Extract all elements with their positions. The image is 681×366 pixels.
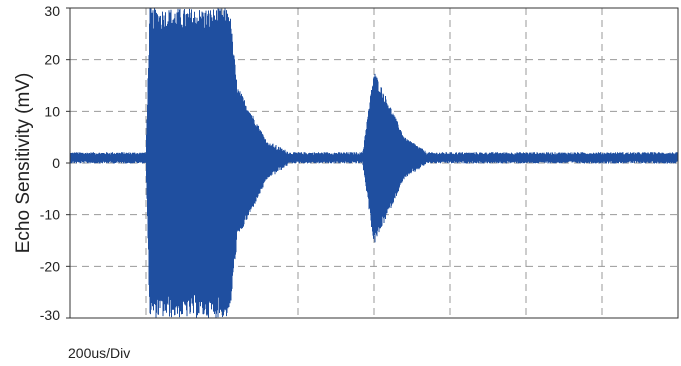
y-axis-label: Echo Sensitivity (mV) xyxy=(13,73,34,254)
time-scale-label: 200us/Div xyxy=(68,345,130,361)
y-tick-label: 20 xyxy=(44,52,60,68)
y-tick-label: -10 xyxy=(40,207,60,223)
y-tick-label: -20 xyxy=(40,258,60,274)
echo-trace xyxy=(70,8,678,318)
y-tick-label: -30 xyxy=(40,307,60,323)
y-tick-label: 0 xyxy=(52,155,60,171)
y-axis-ticks: 30 20 10 0 -10 -20 -30 xyxy=(40,3,70,323)
echo-signal-line xyxy=(70,8,678,318)
y-tick-label: 10 xyxy=(44,103,60,119)
y-tick-label: 30 xyxy=(44,3,60,19)
